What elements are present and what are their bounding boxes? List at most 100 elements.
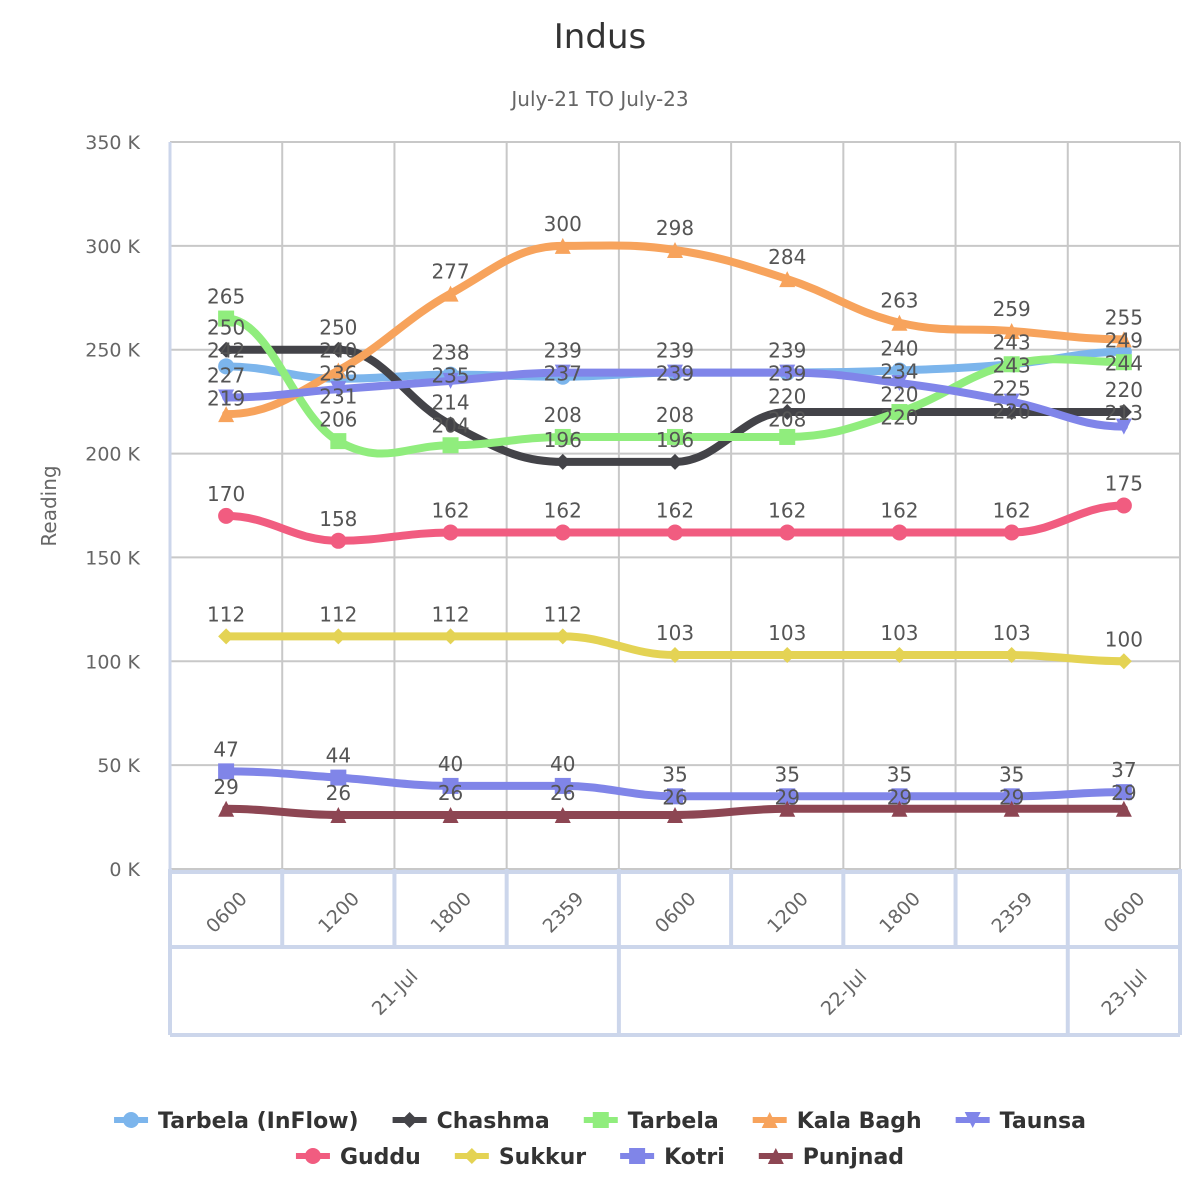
data-label-tarbela: 208: [544, 403, 582, 427]
x-tick-label: 0600: [1100, 888, 1150, 938]
legend-item-kala-bagh[interactable]: Kala Bagh: [752, 1109, 922, 1134]
legend-item-punjnad[interactable]: Punjnad: [758, 1145, 904, 1170]
data-label-tarbela: 243: [993, 353, 1031, 377]
y-tick-label: 300 K: [85, 236, 140, 258]
data-point-kala-bagh: [554, 237, 571, 254]
data-point-taunsa: [330, 381, 347, 398]
data-label-tarbela: 265: [207, 285, 245, 309]
data-label-guddu: 162: [768, 499, 806, 523]
x-group-label: 23-Jul: [1097, 965, 1151, 1019]
data-label-punjnad: 26: [326, 781, 351, 805]
data-label-sukkur: 103: [880, 621, 918, 645]
y-tick-label: 0 K: [109, 859, 140, 881]
data-point-kala-bagh: [218, 406, 235, 423]
data-point-kotri: [554, 777, 571, 794]
data-label-kotri: 35: [999, 762, 1024, 786]
data-label-guddu: 175: [1105, 472, 1143, 496]
data-label-chashma: 220: [1105, 378, 1143, 402]
data-point-punjnad: [1003, 800, 1020, 817]
data-label-guddu: 162: [656, 499, 694, 523]
data-point-chashma: [218, 341, 235, 358]
data-label-tarbela: 208: [656, 403, 694, 427]
data-label-tarbela: 208: [768, 408, 806, 432]
data-label-punjnad: 29: [774, 785, 799, 809]
x-group-label: 21-Jul: [368, 965, 422, 1019]
legend-label: Kotri: [664, 1145, 725, 1170]
data-label-tarbela-inflow: 236: [319, 362, 357, 386]
data-label-kala-bagh: 255: [1105, 305, 1143, 329]
data-label-sukkur: 103: [656, 621, 694, 645]
legend-item-guddu[interactable]: Guddu: [295, 1145, 421, 1170]
data-point-guddu: [779, 524, 796, 541]
data-label-guddu: 162: [880, 499, 918, 523]
data-point-tarbela: [442, 437, 459, 454]
legend-item-sukkur[interactable]: Sukkur: [454, 1145, 586, 1170]
data-label-punjnad: 26: [438, 781, 463, 805]
data-label-kala-bagh: 259: [993, 297, 1031, 321]
data-label-tarbela-inflow: 237: [544, 362, 582, 386]
data-label-sukkur: 112: [544, 602, 582, 626]
data-point-tarbela-inflow: [891, 362, 908, 379]
x-group-label: 22-Jul: [817, 965, 871, 1019]
data-point-sukkur: [442, 628, 459, 645]
data-point-taunsa: [667, 364, 683, 381]
data-point-taunsa: [1003, 393, 1020, 410]
data-label-kala-bagh: 240: [319, 339, 357, 363]
data-label-sukkur: 112: [431, 602, 469, 626]
data-point-punjnad: [667, 806, 683, 823]
data-label-tarbela: 244: [1105, 351, 1143, 375]
data-point-sukkur: [891, 647, 908, 664]
data-label-kotri: 35: [662, 762, 687, 786]
data-point-tarbela: [554, 428, 571, 445]
data-label-punjnad: 29: [999, 785, 1024, 809]
data-point-taunsa: [442, 372, 459, 389]
data-label-taunsa: 239: [768, 362, 806, 386]
data-label-kotri: 47: [213, 737, 238, 761]
data-point-sukkur: [330, 628, 347, 645]
legend-item-tarbela-inflow[interactable]: Tarbela (InFlow): [114, 1109, 359, 1134]
data-point-punjnad: [218, 800, 235, 817]
data-label-punjnad: 29: [887, 785, 912, 809]
legend-label: Tarbela: [628, 1109, 719, 1134]
x-tick-label: 1200: [763, 888, 813, 938]
data-label-kotri: 40: [438, 752, 463, 776]
data-label-guddu: 162: [544, 499, 582, 523]
x-tick-label: 0600: [651, 888, 701, 938]
data-label-tarbela-inflow: 249: [1105, 328, 1143, 352]
data-point-sukkur: [1115, 653, 1132, 670]
data-point-sukkur: [218, 628, 235, 645]
data-label-kotri: 35: [774, 762, 799, 786]
data-point-kotri: [442, 777, 459, 794]
legend-triangle-icon: [767, 1148, 784, 1164]
data-point-kala-bagh: [891, 314, 908, 331]
data-point-kotri: [779, 788, 796, 805]
data-label-tarbela-inflow: 239: [768, 339, 806, 363]
y-axis-title: Reading: [37, 465, 61, 546]
data-point-kala-bagh: [779, 271, 796, 288]
data-label-kotri: 44: [326, 744, 351, 768]
data-label-chashma: 214: [431, 390, 469, 414]
data-label-tarbela-inflow: 240: [880, 336, 918, 360]
y-tick-label: 150 K: [85, 547, 140, 569]
data-point-kotri: [891, 788, 908, 805]
data-label-kala-bagh: 263: [880, 289, 918, 313]
data-point-guddu: [330, 532, 347, 549]
data-label-sukkur: 112: [319, 602, 357, 626]
y-tick-label: 350 K: [85, 132, 140, 154]
x-tick-label: 1800: [875, 888, 925, 938]
data-label-guddu: 158: [319, 507, 357, 531]
data-point-tarbela: [779, 428, 796, 445]
x-tick-label: 0600: [202, 888, 252, 938]
legend-item-kotri[interactable]: Kotri: [620, 1145, 725, 1170]
data-point-chashma: [779, 404, 796, 421]
data-point-sukkur: [1003, 647, 1020, 664]
y-tick-label: 100 K: [85, 651, 140, 673]
legend-item-taunsa[interactable]: Taunsa: [955, 1109, 1086, 1134]
legend-item-chashma[interactable]: Chashma: [392, 1109, 550, 1134]
data-label-kotri: 40: [550, 752, 575, 776]
data-label-guddu: 162: [431, 499, 469, 523]
legend-square-icon: [592, 1112, 609, 1128]
legend-item-tarbela[interactable]: Tarbela: [583, 1109, 719, 1134]
data-point-guddu: [667, 524, 683, 541]
